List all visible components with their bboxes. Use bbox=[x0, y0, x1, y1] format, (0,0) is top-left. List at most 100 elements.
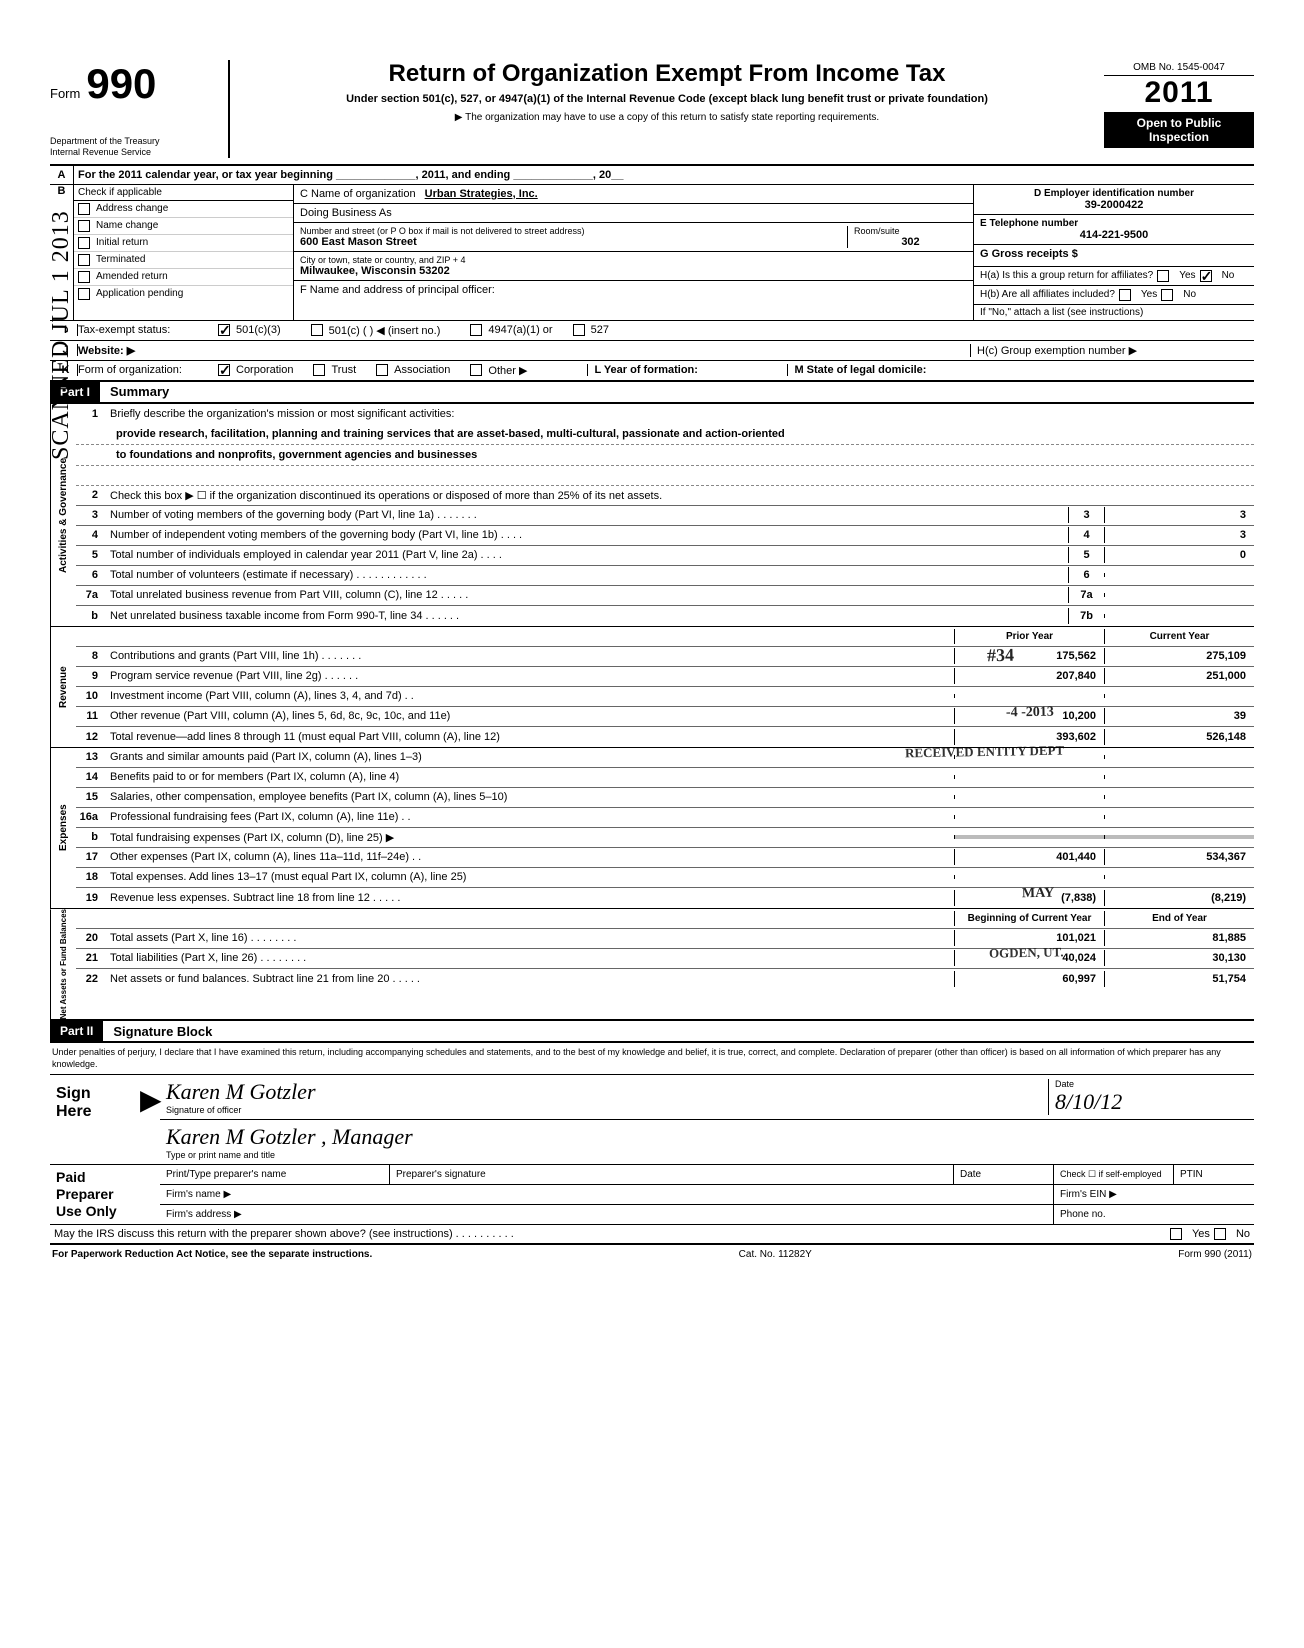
cb-trust[interactable] bbox=[313, 364, 325, 376]
discuss-yes[interactable] bbox=[1170, 1228, 1182, 1240]
phone-label: E Telephone number bbox=[980, 218, 1248, 229]
line20: Total assets (Part X, line 16) . . . . .… bbox=[106, 930, 954, 946]
cb-527[interactable] bbox=[573, 324, 585, 336]
line8: Contributions and grants (Part VIII, lin… bbox=[106, 648, 954, 664]
line1-text: Briefly describe the organization's miss… bbox=[106, 406, 1254, 422]
cb-app-pending[interactable]: Application pending bbox=[74, 286, 293, 302]
line19: Revenue less expenses. Subtract line 18 … bbox=[106, 890, 954, 906]
dept-irs: Internal Revenue Service bbox=[50, 147, 220, 158]
cb-4947[interactable] bbox=[470, 324, 482, 336]
gross-receipts-label: G Gross receipts $ bbox=[980, 248, 1078, 260]
form-header: Form 990 Department of the Treasury Inte… bbox=[50, 60, 1254, 166]
form-number: 990 bbox=[86, 60, 156, 108]
footer-right: Form 990 (2011) bbox=[1178, 1249, 1252, 1260]
tax-exempt-label: Tax-exempt status: bbox=[78, 324, 218, 336]
line12: Total revenue—add lines 8 through 11 (mu… bbox=[106, 729, 954, 745]
type-name-label: Type or print name and title bbox=[166, 1150, 1248, 1160]
mission-3 bbox=[76, 466, 1254, 486]
p22: 60,997 bbox=[954, 971, 1104, 987]
dba-label: Doing Business As bbox=[294, 204, 973, 223]
officer-label: F Name and address of principal officer: bbox=[294, 281, 973, 317]
preparer-date-lbl: Date bbox=[954, 1165, 1054, 1184]
org-name-label: C Name of organization bbox=[300, 188, 416, 200]
p12: 393,602 bbox=[954, 729, 1104, 745]
c12: 526,148 bbox=[1104, 729, 1254, 745]
line7b: Net unrelated business taxable income fr… bbox=[106, 608, 1068, 624]
form-org-label: Form of organization: bbox=[78, 364, 218, 376]
line11: Other revenue (Part VIII, column (A), li… bbox=[106, 708, 954, 724]
cb-corp[interactable] bbox=[218, 364, 230, 376]
c21: 30,130 bbox=[1104, 950, 1254, 966]
cb-other[interactable] bbox=[470, 364, 482, 376]
room-suite: 302 bbox=[854, 236, 967, 248]
ha-no[interactable] bbox=[1200, 270, 1212, 282]
stamp-received: RECEIVED ENTITY DEPT bbox=[905, 742, 1064, 761]
c11: 39 bbox=[1104, 708, 1254, 724]
ein-label: D Employer identification number bbox=[980, 188, 1248, 199]
line7a: Total unrelated business revenue from Pa… bbox=[106, 587, 1068, 603]
c10 bbox=[1104, 694, 1254, 698]
part2-title: Signature Block bbox=[103, 1024, 212, 1039]
line10: Investment income (Part VIII, column (A)… bbox=[106, 688, 954, 704]
c17: 534,367 bbox=[1104, 849, 1254, 865]
cb-address-change[interactable]: Address change bbox=[74, 201, 293, 218]
hb-yes[interactable] bbox=[1119, 289, 1131, 301]
paid-label-1: Paid bbox=[56, 1169, 154, 1186]
line21: Total liabilities (Part X, line 26) . . … bbox=[106, 950, 954, 966]
vlabel-activities: Activities & Governance bbox=[50, 404, 76, 626]
phone-value: 414-221-9500 bbox=[980, 229, 1248, 241]
stamp-34: #34 bbox=[987, 644, 1014, 665]
cb-assoc[interactable] bbox=[376, 364, 388, 376]
c19: (8,219) bbox=[1104, 890, 1254, 906]
stamp-ogden: OGDEN, UT. bbox=[989, 944, 1064, 961]
cb-initial-return[interactable]: Initial return bbox=[74, 235, 293, 252]
hb-note: If "No," attach a list (see instructions… bbox=[974, 305, 1254, 320]
line17: Other expenses (Part IX, column (A), lin… bbox=[106, 849, 954, 865]
cb-501c[interactable] bbox=[311, 324, 323, 336]
line13: Grants and similar amounts paid (Part IX… bbox=[106, 749, 954, 765]
form-title: Return of Organization Exempt From Incom… bbox=[242, 60, 1092, 88]
line6: Total number of volunteers (estimate if … bbox=[106, 567, 1068, 583]
p8: 175,562 bbox=[954, 648, 1104, 664]
cb-amended[interactable]: Amended return bbox=[74, 269, 293, 286]
state-domicile: M State of legal domicile: bbox=[787, 364, 987, 376]
vlabel-netassets: Net Assets or Fund Balances bbox=[50, 909, 76, 1019]
ein-value: 39-2000422 bbox=[980, 199, 1248, 211]
line2: Check this box ▶ ☐ if the organization d… bbox=[106, 487, 1254, 504]
cb-501c3[interactable] bbox=[218, 324, 230, 336]
discuss-no[interactable] bbox=[1214, 1228, 1226, 1240]
vlabel-revenue: Revenue bbox=[50, 627, 76, 747]
hb-no[interactable] bbox=[1161, 289, 1173, 301]
paid-label-2: Preparer bbox=[56, 1186, 154, 1203]
line16a: Professional fundraising fees (Part IX, … bbox=[106, 809, 954, 825]
val4: 3 bbox=[1104, 527, 1254, 543]
stamp-may: MAY bbox=[1022, 885, 1054, 902]
p17: 401,440 bbox=[954, 849, 1104, 865]
sign-label-1: Sign bbox=[56, 1085, 140, 1103]
city-label: City or town, state or country, and ZIP … bbox=[300, 255, 967, 265]
mission-1: provide research, facilitation, planning… bbox=[76, 424, 1254, 445]
form-note: ▶ The organization may have to use a cop… bbox=[242, 112, 1092, 123]
line15: Salaries, other compensation, employee b… bbox=[106, 789, 954, 805]
c22: 51,754 bbox=[1104, 971, 1254, 987]
line18: Total expenses. Add lines 13–17 (must eq… bbox=[106, 869, 954, 885]
discuss-text: May the IRS discuss this return with the… bbox=[50, 1225, 1166, 1243]
footer-mid: Cat. No. 11282Y bbox=[739, 1249, 812, 1260]
ptin-lbl: PTIN bbox=[1174, 1165, 1254, 1184]
c9: 251,000 bbox=[1104, 668, 1254, 684]
preparer-name-lbl: Print/Type preparer's name bbox=[160, 1165, 390, 1184]
cb-terminated[interactable]: Terminated bbox=[74, 252, 293, 269]
ha-yes[interactable] bbox=[1157, 270, 1169, 282]
open-public-2: Inspection bbox=[1106, 130, 1252, 144]
signature-handwritten: Karen M Gotzler bbox=[166, 1079, 1048, 1105]
line3: Number of voting members of the governin… bbox=[106, 507, 1068, 523]
cb-name-change[interactable]: Name change bbox=[74, 218, 293, 235]
paid-label-3: Use Only bbox=[56, 1203, 154, 1220]
firm-ein-lbl: Firm's EIN ▶ bbox=[1054, 1185, 1254, 1204]
org-name: Urban Strategies, Inc. bbox=[425, 188, 538, 200]
firm-name-lbl: Firm's name ▶ bbox=[160, 1185, 1054, 1204]
part1-title: Summary bbox=[100, 384, 169, 399]
sig-officer-label: Signature of officer bbox=[166, 1105, 1048, 1115]
p18 bbox=[954, 875, 1104, 879]
p20: 101,021 bbox=[954, 930, 1104, 946]
